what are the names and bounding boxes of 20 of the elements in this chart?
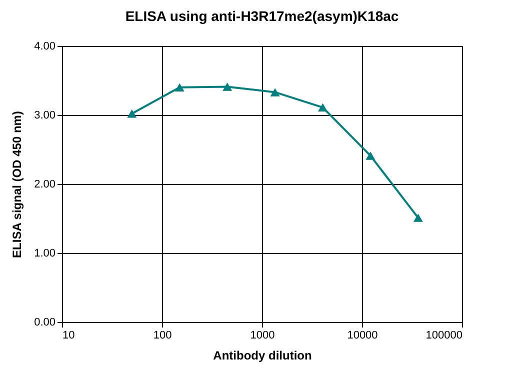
point <box>318 103 328 112</box>
point <box>174 83 184 92</box>
chart-title: ELISA using anti-H3R17me2(asym)K18ac <box>125 8 399 24</box>
y-tick-label: 4.00 <box>34 40 56 52</box>
point <box>270 88 280 96</box>
x-tick-label: 100 <box>153 330 172 342</box>
point <box>222 82 232 91</box>
x-axis-title: Antibody dilution <box>213 348 312 362</box>
y-tick-label: 3.00 <box>34 110 56 122</box>
y-axis-title: ELISA signal (OD 450 nm) <box>10 111 24 258</box>
x-tick-label: 10 <box>62 330 75 342</box>
y-tick-label: 2.00 <box>34 178 56 190</box>
x-tick-label: 1000 <box>250 330 275 342</box>
x-tick-label: 10000 <box>347 330 378 342</box>
y-tick-label: 0.00 <box>34 316 56 328</box>
point <box>366 152 376 160</box>
point <box>413 214 423 222</box>
y-tick-label: 1.00 <box>34 248 56 260</box>
x-tick-label: 100000 <box>426 330 462 342</box>
point <box>127 110 137 118</box>
